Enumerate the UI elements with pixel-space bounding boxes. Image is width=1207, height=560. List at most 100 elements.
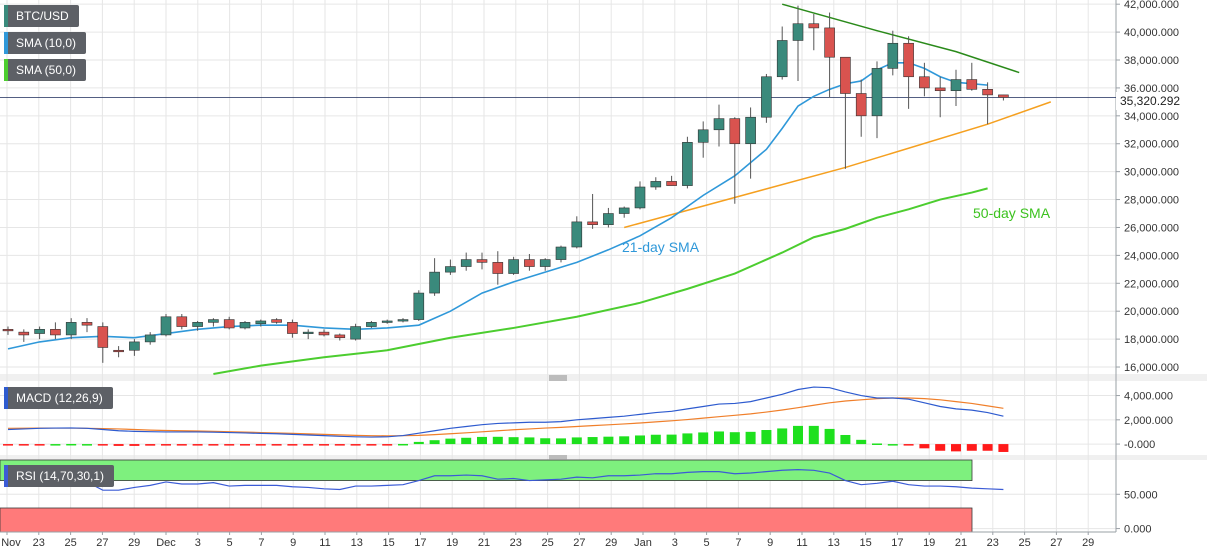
- legend-rsi[interactable]: RSI (14,70,30,1): [4, 465, 115, 487]
- x-tick-label: 25: [1018, 537, 1030, 549]
- legend-rsi-label: RSI (14,70,30,1): [16, 469, 105, 483]
- candle-bearish: [476, 259, 488, 263]
- macd-hist-bar-positive: [66, 443, 77, 446]
- candle-bearish: [919, 76, 930, 89]
- x-tick-label: Dec: [156, 537, 176, 549]
- macd-hist-bar-negative: [903, 444, 914, 446]
- macd-hist-bar-positive: [650, 434, 661, 445]
- macd-hist-bar-positive: [824, 428, 835, 445]
- legend-swatch-sma50: [4, 59, 8, 81]
- y-tick-label-rsi: 50.000: [1124, 489, 1158, 501]
- x-tick-label: 7: [735, 537, 741, 549]
- legend-swatch-price: [4, 5, 8, 27]
- x-tick-label: 5: [704, 537, 710, 549]
- candle-bullish: [350, 326, 361, 340]
- macd-hist-bar-negative: [34, 444, 45, 446]
- x-tick-label: 29: [605, 537, 617, 549]
- candle-bearish: [982, 89, 993, 96]
- x-tick-label: 25: [64, 537, 76, 549]
- legend-swatch-rsi: [4, 465, 8, 487]
- macd-hist-bar-negative: [161, 444, 171, 446]
- legend-macd[interactable]: MACD (12,26,9): [4, 387, 113, 409]
- candle-bullish: [144, 334, 156, 343]
- legend-sma50-label: SMA (50,0): [16, 63, 77, 77]
- candle-bullish: [129, 341, 140, 351]
- sma10-line: [7, 61, 988, 350]
- annotation-sma21: 21-day SMA: [622, 239, 700, 255]
- candle-bullish: [208, 319, 219, 323]
- candle-bearish: [50, 329, 61, 336]
- pane-separator: [0, 455, 1207, 460]
- candle-bullish: [255, 320, 267, 325]
- x-tick-label: 27: [573, 537, 585, 549]
- candle-bullish: [160, 316, 172, 336]
- candle-bullish: [618, 207, 630, 214]
- macd-hist-bar-positive: [461, 437, 472, 445]
- macd-hist-bar-positive: [429, 440, 440, 445]
- x-tick-label: 17: [414, 537, 426, 549]
- candle-bullish: [34, 329, 45, 334]
- macd-signal-line: [7, 397, 1004, 437]
- macd-hist-bar-negative: [935, 444, 946, 451]
- annotation-sma50: 50-day SMA: [973, 205, 1051, 221]
- candle-bearish: [81, 322, 93, 326]
- x-tick-label: 11: [796, 537, 807, 549]
- x-tick-label: 23: [510, 537, 522, 549]
- legend-sma50[interactable]: SMA (50,0): [4, 59, 87, 81]
- macd-hist-bar-negative: [18, 444, 29, 446]
- macd-hist-bar-negative: [129, 444, 140, 446]
- legend-sma10[interactable]: SMA (10,0): [4, 32, 87, 54]
- x-tick-label: 3: [195, 537, 201, 549]
- candle-bullish: [460, 259, 472, 267]
- candle-bearish: [18, 331, 30, 336]
- candle-bearish: [998, 94, 1009, 98]
- y-tick-label-macd: -0.000: [1124, 439, 1155, 451]
- candle-bullish: [366, 322, 377, 327]
- x-tick-label: 13: [351, 537, 363, 549]
- macd-hist-bar-positive: [603, 436, 614, 445]
- macd-hist-bar-positive: [587, 437, 598, 445]
- x-tick-label: 27: [96, 537, 108, 549]
- macd-line: [7, 386, 1004, 438]
- x-tick-label: 15: [382, 537, 394, 549]
- macd-hist-bar-negative: [998, 444, 1009, 452]
- macd-hist-bar-negative: [208, 444, 219, 446]
- macd-hist-bar-positive: [540, 438, 551, 445]
- candle-bullish: [555, 246, 567, 260]
- x-tick-label: 29: [1082, 537, 1094, 549]
- y-tick-label-price: 20,000.000: [1124, 306, 1179, 318]
- rsi-overbought-zone: [0, 459, 973, 481]
- candle-bullish: [887, 42, 899, 69]
- candle-bullish: [603, 213, 614, 225]
- current-price-label: 35,320.292: [1116, 92, 1207, 110]
- y-tick-label-macd: 2,000.000: [1124, 415, 1173, 427]
- macd-hist-bar-negative: [271, 444, 282, 446]
- macd-hist-bar-positive: [50, 444, 61, 446]
- legend-price[interactable]: BTC/USD: [4, 5, 79, 27]
- macd-hist-bar-positive: [445, 438, 456, 445]
- legend-swatch-macd: [4, 387, 8, 409]
- macd-hist-bar-negative: [319, 444, 329, 446]
- candle-bullish: [871, 68, 883, 117]
- macd-hist-bar-negative: [240, 444, 250, 446]
- candle-bearish: [840, 56, 851, 94]
- y-tick-label-price: 22,000.000: [1124, 278, 1179, 290]
- y-tick-label-price: 16,000.000: [1124, 362, 1179, 374]
- y-tick-label-price: 42,000.000: [1124, 0, 1179, 11]
- x-tick-label: 23: [33, 537, 45, 549]
- macd-hist-bar-positive: [714, 431, 724, 445]
- candle-bullish: [381, 320, 393, 323]
- y-tick-label-price: 24,000.000: [1124, 250, 1179, 262]
- candle-bearish: [113, 349, 124, 353]
- x-tick-label: 3: [672, 537, 678, 549]
- candle-bullish: [950, 79, 962, 92]
- candle-bearish: [966, 79, 978, 90]
- x-tick-label: 13: [828, 537, 840, 549]
- macd-hist-bar-positive: [413, 441, 424, 445]
- pane-separator: [0, 374, 1207, 381]
- candle-bearish: [903, 42, 914, 78]
- macd-hist-bar-positive: [872, 443, 882, 445]
- macd-hist-bar-positive: [856, 439, 867, 445]
- macd-hist-bar-negative: [113, 444, 124, 446]
